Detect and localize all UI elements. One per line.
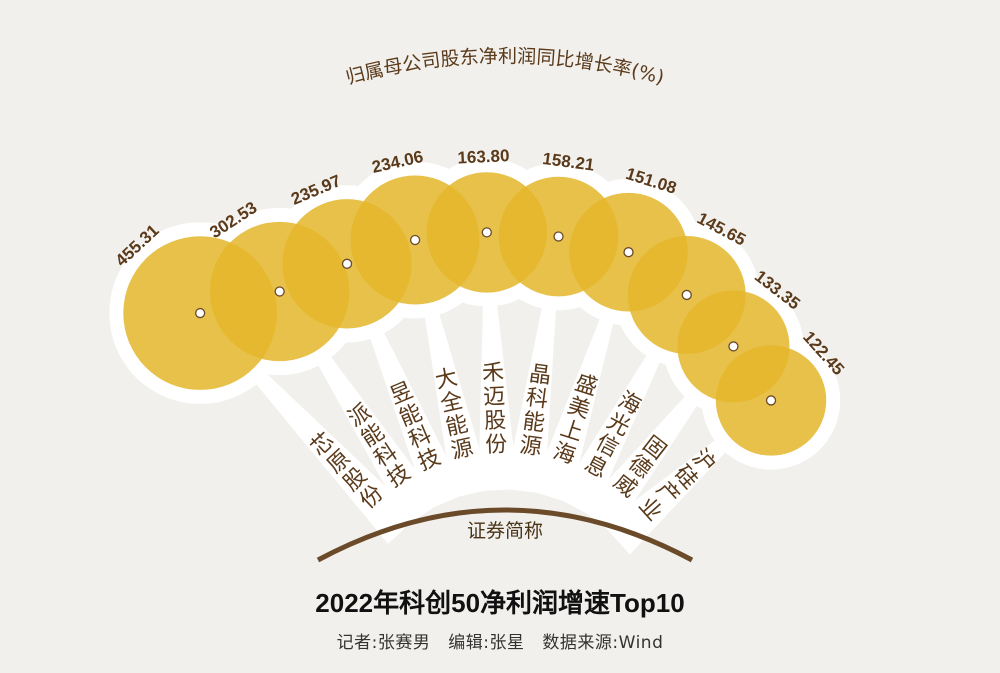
chart-subtitle: 归属母公司股东净利润同比增长率(%) (344, 45, 667, 89)
bubble-center-dot (553, 231, 564, 242)
spoke (531, 251, 631, 504)
base-arc (316, 507, 694, 563)
category-char: 大 (433, 365, 460, 394)
reporter-credit: 记者:张赛男 (336, 633, 431, 653)
bubble-center-dot (194, 307, 206, 319)
x-axis-title: 证券简称 (467, 520, 543, 542)
bubble-center-dot (765, 395, 777, 406)
category-char: 源 (449, 435, 476, 464)
bubble-center-dot (341, 258, 353, 269)
category-char: 能 (521, 409, 546, 437)
category-char: 科 (524, 385, 549, 413)
category-char: 禾 (482, 360, 505, 386)
bubble-center-dot (728, 341, 739, 352)
bubble-center-dot (623, 247, 634, 258)
chart-subtitle-text: 归属母公司股东净利润同比增长率(%) (344, 45, 667, 89)
spoke (581, 345, 736, 534)
editor-credit: 编辑:张星 (448, 633, 525, 653)
spoke (478, 232, 519, 492)
bubble-center-dot (681, 289, 692, 301)
category-char: 全 (438, 388, 465, 417)
category-char: 源 (518, 433, 543, 461)
bubble-center-dot (274, 286, 285, 297)
source-credit: 数据来源:Wind (542, 633, 664, 653)
spoke (504, 236, 561, 494)
value-label-5: 163.80 (457, 146, 510, 167)
spoke (198, 311, 418, 544)
credits: 记者:张赛男 编辑:张星 数据来源:Wind (0, 628, 1000, 653)
chart-title: 2022年科创50净利润增速Top10 (315, 588, 685, 618)
bubble-layer (123, 172, 827, 456)
category-char: 晶 (528, 361, 553, 389)
category-char: 股 (484, 408, 507, 434)
bubble-center-dot (481, 227, 492, 238)
spoke (413, 239, 492, 499)
category-char: 迈 (483, 384, 506, 410)
spoke (603, 398, 773, 555)
category-char: 份 (485, 432, 508, 458)
spoke (345, 263, 466, 510)
bubble-center-dot (409, 234, 421, 246)
spoke (557, 294, 689, 517)
category-char: 能 (443, 412, 470, 441)
